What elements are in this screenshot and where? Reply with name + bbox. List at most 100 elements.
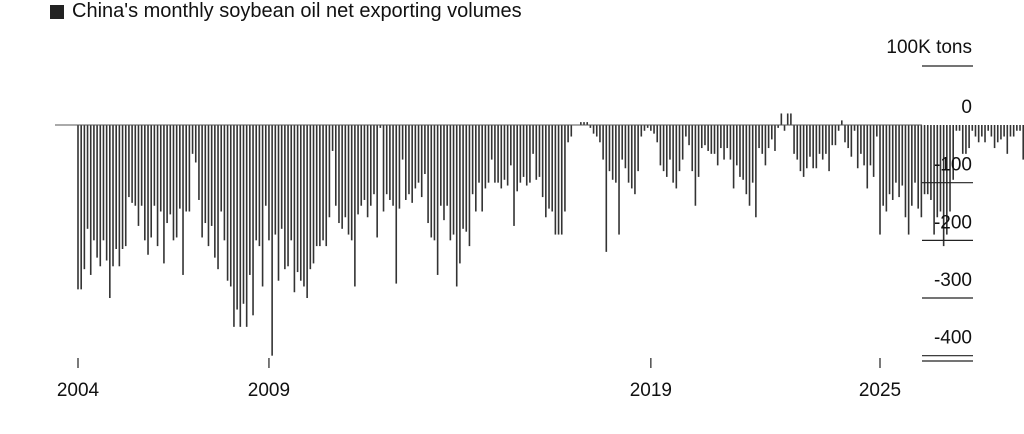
bar — [137, 125, 140, 226]
bar — [672, 125, 674, 183]
bar — [363, 125, 366, 200]
bar — [742, 125, 744, 180]
bar — [837, 125, 840, 131]
bar — [405, 125, 407, 200]
bar — [933, 125, 935, 235]
bar — [204, 125, 207, 224]
bar — [786, 113, 789, 125]
bar — [993, 125, 996, 149]
bar — [1006, 125, 1009, 154]
bar — [961, 125, 964, 154]
bar — [268, 125, 270, 241]
bar — [229, 125, 232, 287]
bar — [735, 125, 738, 166]
bar — [621, 125, 624, 160]
bar — [700, 125, 703, 149]
bar — [494, 125, 496, 183]
bar — [150, 125, 152, 238]
bar — [102, 125, 105, 241]
bar — [847, 125, 849, 149]
bar — [745, 125, 748, 195]
bar — [662, 125, 665, 172]
bar — [194, 125, 197, 163]
bar — [274, 125, 277, 235]
bar — [608, 125, 611, 172]
bar — [981, 125, 983, 137]
bar — [977, 125, 980, 143]
bar — [570, 125, 573, 137]
bar — [545, 125, 547, 218]
bar — [334, 125, 337, 206]
bar — [926, 125, 929, 195]
bar — [856, 125, 859, 169]
bar — [806, 125, 808, 169]
bar — [895, 125, 897, 183]
bar — [401, 125, 404, 160]
bar — [532, 125, 534, 154]
bar — [637, 125, 639, 172]
bar — [179, 125, 181, 209]
bar — [331, 125, 334, 151]
bar — [503, 125, 506, 180]
bar — [710, 125, 713, 154]
bar — [465, 125, 468, 232]
bar — [904, 125, 907, 218]
bar — [923, 125, 926, 195]
bar — [834, 125, 837, 146]
bar — [124, 125, 127, 247]
bar — [414, 125, 417, 189]
bar — [433, 125, 436, 241]
bar — [134, 125, 137, 206]
bar — [373, 125, 375, 195]
bar — [309, 125, 312, 270]
bar — [322, 125, 324, 241]
bar — [1000, 125, 1002, 140]
bar — [602, 125, 604, 160]
bar — [249, 125, 251, 275]
bar — [427, 125, 429, 224]
bar — [185, 125, 188, 212]
bar — [277, 125, 280, 281]
bar — [755, 125, 757, 218]
bar — [758, 125, 760, 149]
bar — [723, 125, 725, 160]
bar — [93, 125, 95, 241]
bar — [907, 125, 910, 235]
bar — [443, 125, 445, 221]
bar — [357, 125, 359, 215]
bar — [417, 125, 420, 183]
bar — [191, 125, 194, 154]
bar — [376, 125, 378, 238]
bar — [917, 125, 919, 209]
bar — [850, 125, 853, 157]
bar — [942, 125, 945, 247]
bar — [166, 125, 168, 224]
bar — [952, 125, 954, 180]
bar — [201, 125, 203, 238]
bar — [911, 125, 913, 206]
bar — [484, 125, 487, 189]
bar — [802, 125, 805, 177]
bar — [828, 125, 830, 172]
bar — [115, 125, 117, 249]
bar — [879, 125, 881, 235]
chart-title-text: China's monthly soybean oil net exportin… — [72, 0, 522, 22]
bar — [328, 125, 331, 218]
bar — [121, 125, 124, 249]
bar — [595, 125, 598, 137]
bar — [990, 125, 993, 137]
bar — [513, 125, 515, 226]
bar — [996, 125, 999, 143]
bar — [1012, 125, 1015, 137]
bar — [901, 125, 904, 186]
bar — [468, 125, 471, 247]
bar — [704, 125, 706, 146]
x-tick-label: 2009 — [248, 380, 290, 401]
bar — [303, 125, 305, 287]
bar — [350, 125, 353, 241]
bar — [634, 125, 636, 195]
y-tick-label: -200 — [934, 212, 972, 233]
bar — [936, 125, 939, 218]
bar — [242, 125, 245, 304]
bar — [299, 125, 302, 281]
